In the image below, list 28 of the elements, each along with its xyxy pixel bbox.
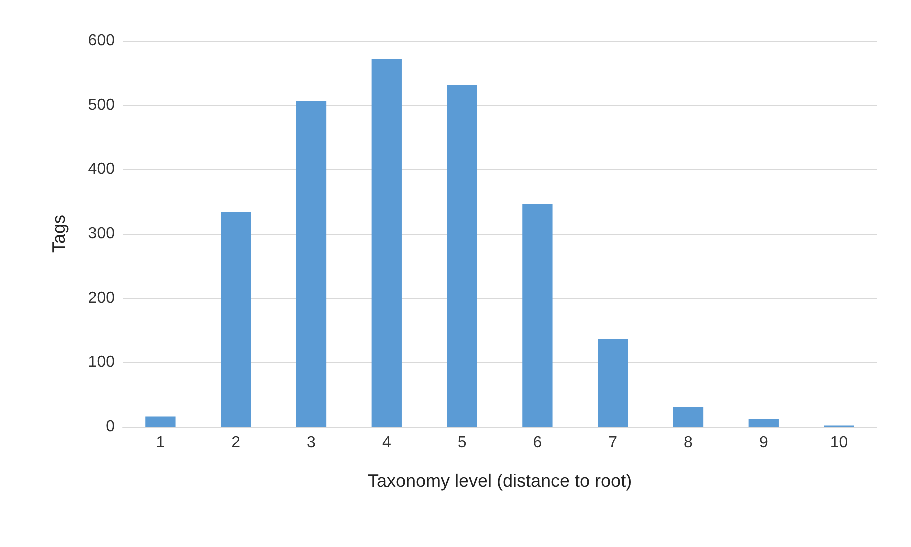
x-tick-label: 4 — [382, 434, 392, 452]
bar — [522, 204, 553, 427]
y-tick-label: 100 — [88, 354, 116, 372]
bar — [221, 212, 252, 427]
x-tick-label: 5 — [458, 434, 467, 452]
bar — [296, 101, 327, 427]
y-tick-label: 600 — [88, 32, 116, 50]
x-tick-label: 8 — [684, 434, 694, 452]
y-tick-label: 200 — [88, 290, 116, 307]
bar — [372, 59, 402, 427]
x-tick-label: 6 — [533, 434, 542, 452]
bar — [748, 419, 779, 427]
y-axis-title: Tags — [49, 214, 69, 254]
bar — [598, 340, 628, 427]
x-tick-label: 2 — [232, 434, 241, 452]
x-tick-label: 9 — [759, 434, 768, 452]
bar — [673, 407, 704, 427]
x-tick-label: 3 — [307, 434, 316, 452]
y-tick-label: 400 — [88, 161, 116, 178]
x-tick-label: 10 — [830, 434, 848, 452]
x-tick-label: 1 — [156, 434, 166, 452]
y-tick-label: 0 — [106, 418, 116, 436]
bar — [146, 416, 176, 427]
bar — [447, 85, 478, 427]
x-axis-title: Taxonomy level (distance to root) — [368, 471, 632, 491]
y-tick-label: 500 — [88, 96, 116, 114]
x-tick-label: 7 — [608, 434, 618, 452]
y-tick-label: 300 — [88, 226, 116, 242]
